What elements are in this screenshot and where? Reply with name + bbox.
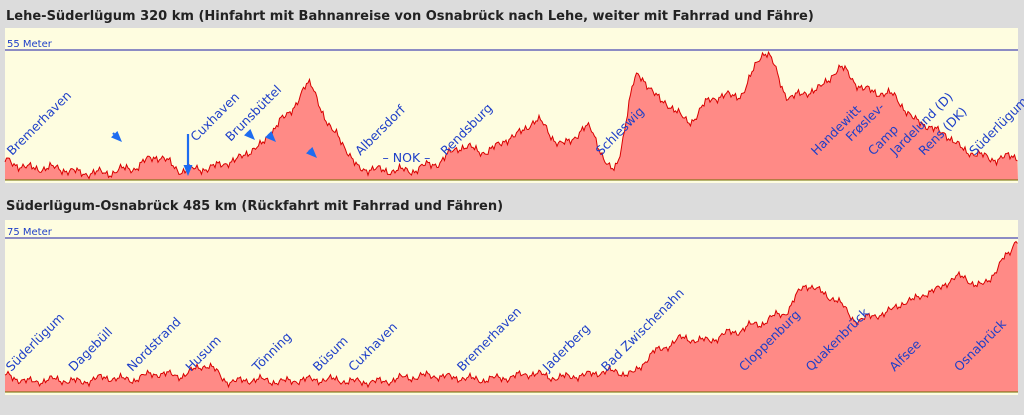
max-elevation-label: 75 Meter — [7, 227, 53, 238]
place-label: – NOK – — [383, 150, 431, 165]
pointer-arrow-shaft — [112, 132, 115, 135]
elevation-area — [5, 52, 1018, 180]
pointer-arrow-head — [306, 147, 317, 158]
elevation-line — [4, 240, 1018, 389]
max-elevation-label: 55 Meter — [7, 39, 53, 50]
pointer-arrow-head — [111, 131, 122, 142]
pointer-arrow-head — [183, 165, 193, 176]
chart-title-hinfahrt: Lehe-Süderlügum 320 km (Hinfahrt mit Bah… — [6, 9, 814, 24]
elevation-area — [5, 241, 1018, 392]
chart-title-rueckfahrt: Süderlügum-Osnabrück 485 km (Rückfahrt m… — [6, 199, 504, 214]
pointer-arrow-head — [265, 131, 276, 142]
pointer-arrow-head — [244, 129, 255, 140]
elevation-line — [4, 50, 1018, 180]
